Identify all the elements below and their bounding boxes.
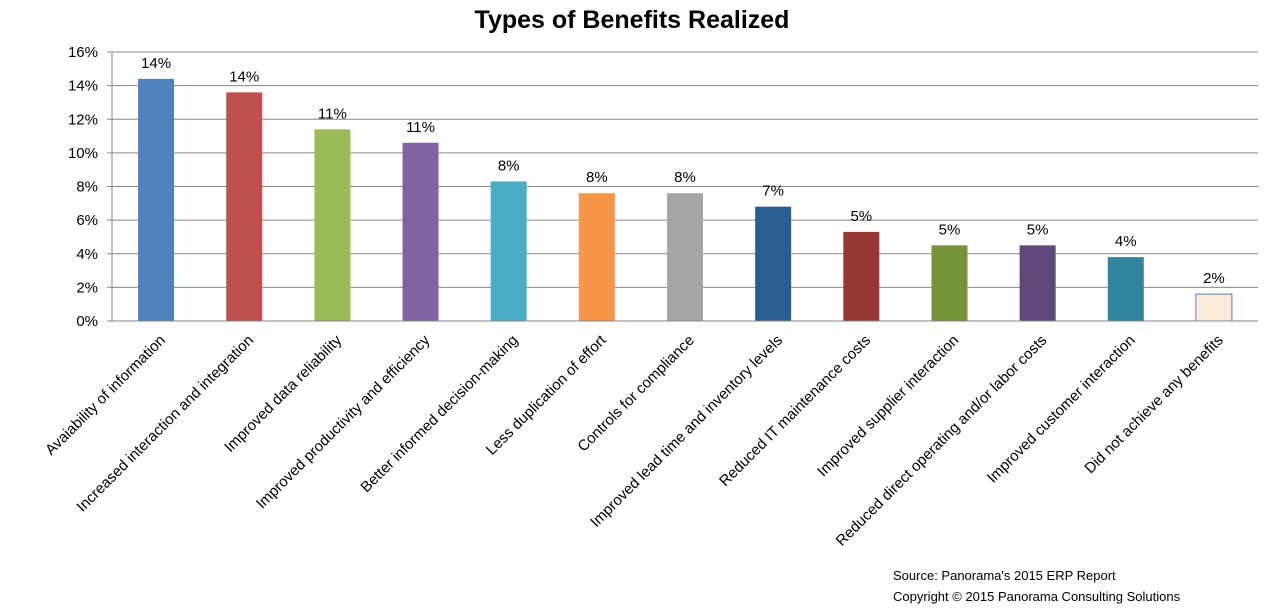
category-label: Improved lead time and inventory levels — [587, 332, 786, 531]
bars — [138, 78, 1233, 322]
data-label: 5% — [939, 221, 961, 238]
y-tick-label: 0% — [76, 313, 98, 330]
axes — [111, 52, 1258, 322]
source-note: Source: Panorama's 2015 ERP Report — [893, 568, 1116, 583]
bar — [138, 78, 175, 322]
y-tick-label: 10% — [68, 145, 98, 162]
category-label: Increased interaction and integration — [73, 332, 257, 516]
bar — [1107, 257, 1144, 321]
y-tick-label: 14% — [68, 78, 98, 95]
category-label: Improved productivity and efficiency — [253, 331, 434, 512]
category-label: Did not achieve any benefits — [1081, 332, 1226, 477]
category-label: Better informed decision-making — [357, 332, 521, 496]
bar — [667, 193, 703, 321]
bar — [402, 142, 439, 321]
bar — [226, 92, 263, 321]
data-label: 8% — [498, 157, 520, 174]
y-tick-labels: 0% 2% 4% 6% 8% 10% 12% 14% 16% — [68, 44, 98, 330]
data-label: 7% — [762, 183, 784, 200]
y-tick-label: 4% — [76, 246, 98, 263]
bar — [931, 245, 968, 321]
data-label: 5% — [850, 208, 872, 225]
data-label: 5% — [1027, 221, 1049, 238]
chart-title: Types of Benefits Realized — [474, 6, 790, 34]
data-label: 4% — [1115, 233, 1137, 250]
bar — [1019, 245, 1056, 321]
category-label: Improved supplier interaction — [814, 332, 962, 480]
data-label: 14% — [229, 68, 259, 85]
data-label: 8% — [586, 169, 608, 186]
data-labels: 14% 14% 11% 11% 8% 8% 8% 7% 5% 5% 5% 4% 2% — [141, 55, 1225, 287]
y-tick-label: 2% — [76, 279, 98, 296]
category-label: Improved customer interaction — [984, 332, 1139, 487]
copyright-note: Copyright © 2015 Panorama Consulting Sol… — [893, 589, 1181, 604]
bar — [490, 181, 527, 321]
data-label: 8% — [674, 169, 696, 186]
data-label: 2% — [1203, 270, 1225, 287]
data-label: 11% — [318, 105, 347, 122]
bar — [578, 193, 615, 321]
category-label: Reduced IT maintenance costs — [716, 332, 874, 490]
y-tick-label: 12% — [68, 111, 98, 128]
bar — [1195, 293, 1233, 322]
y-tick-label: 8% — [76, 179, 98, 196]
bar — [843, 231, 880, 321]
data-label: 11% — [406, 119, 435, 136]
y-tick-label: 16% — [68, 44, 98, 61]
data-label: 14% — [141, 55, 171, 72]
y-tick-label: 6% — [76, 212, 98, 229]
bar — [314, 129, 351, 321]
bar — [755, 206, 792, 321]
